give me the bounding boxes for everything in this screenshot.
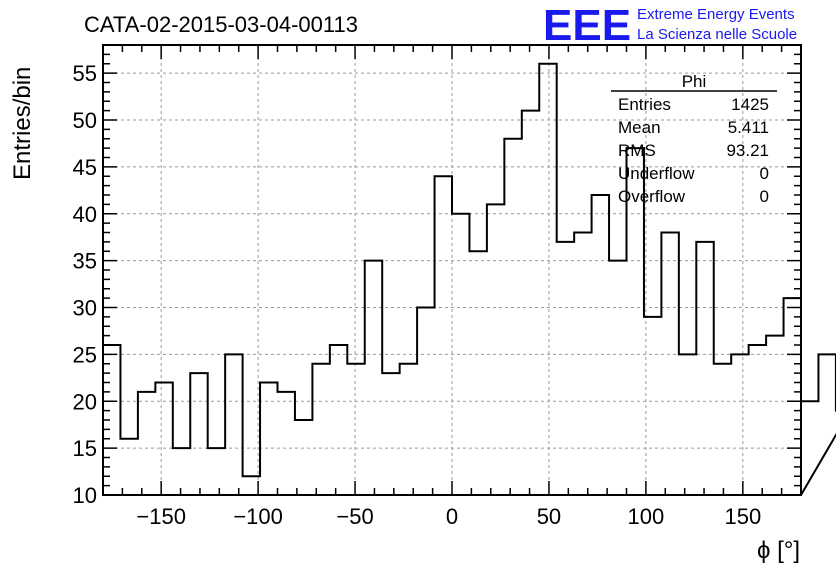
logo-line2: La Scienza nelle Scuole	[637, 26, 797, 43]
stats-value: 0	[760, 187, 769, 206]
stats-label: Entries	[618, 95, 671, 114]
x-tick-label: −150	[136, 504, 186, 529]
x-tick-label: 150	[724, 504, 761, 529]
y-tick-label: 35	[73, 249, 97, 274]
y-tick-label: 40	[73, 202, 97, 227]
stats-box-title: Phi	[682, 72, 707, 91]
stats-box: Phi Entries 1425 Mean 5.411 RMS 93.21 Underflo…	[611, 72, 777, 206]
x-axis-title: ϕ [°]	[757, 537, 800, 564]
axis-ticks	[102, 44, 802, 496]
x-tick-label: 0	[446, 504, 458, 529]
x-tick-label: 50	[537, 504, 561, 529]
y-tick-label: 45	[73, 155, 97, 180]
y-tick-label: 50	[73, 108, 97, 133]
stats-value: 5.411	[728, 118, 769, 137]
y-tick-label: 20	[73, 389, 97, 414]
stats-value: 0	[760, 164, 769, 183]
stats-label: Underflow	[618, 164, 695, 183]
y-axis-title: Entries/bin	[9, 67, 36, 180]
stats-value: 1425	[731, 95, 769, 114]
y-tick-label: 15	[73, 436, 97, 461]
logo-line1: Extreme Energy Events	[637, 6, 795, 23]
stats-label: RMS	[618, 141, 656, 160]
grid-lines	[103, 45, 801, 495]
y-tick-label: 30	[73, 296, 97, 321]
x-tick-label: 100	[628, 504, 665, 529]
tick-labels: −150 −100 −50 0 50 100 150 10 15 20 25 30 35 40 45 50 55	[73, 61, 762, 529]
x-tick-label: −50	[336, 504, 373, 529]
x-tick-label: −100	[233, 504, 283, 529]
y-tick-label: 55	[73, 61, 97, 86]
chart-title: CATA-02-2015-03-04-00113	[84, 12, 358, 37]
y-tick-label: 25	[73, 342, 97, 367]
y-tick-label: 10	[73, 483, 97, 508]
eee-logo: EEE Extreme Energy Events La Scienza nel…	[543, 1, 797, 50]
logo-mark: EEE	[543, 1, 631, 50]
stats-label: Mean	[618, 118, 661, 137]
stats-label: Overflow	[618, 187, 686, 206]
stats-value: 93.21	[726, 141, 769, 160]
histogram-step-line	[102, 62, 836, 496]
